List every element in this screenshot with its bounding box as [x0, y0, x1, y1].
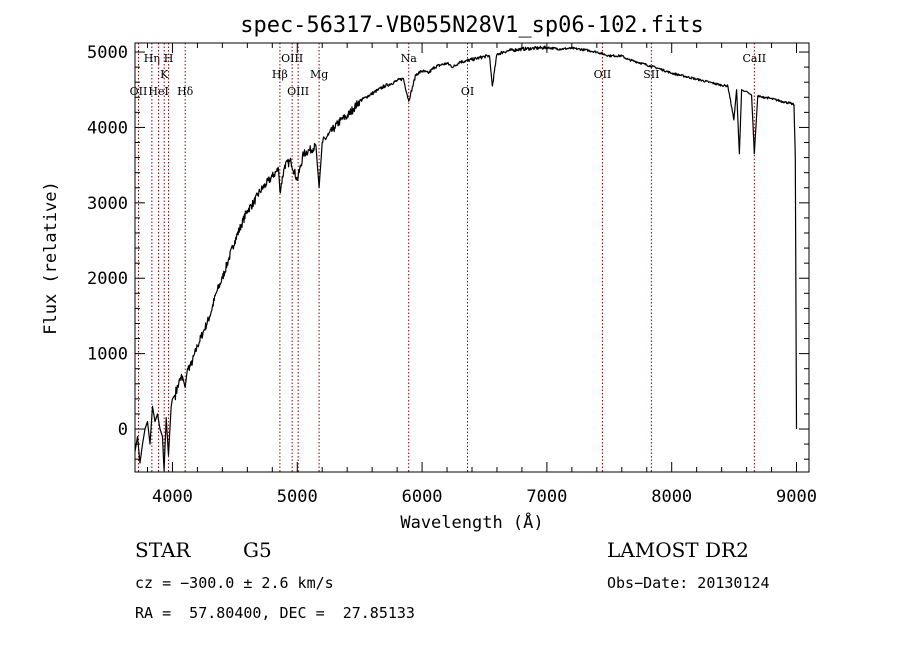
- y-axis: 0 1000 2000 3000 4000 5000: [87, 43, 809, 460]
- marker-label-6: Hβ: [272, 68, 288, 81]
- y-tick-label-2: 2000: [87, 269, 128, 289]
- marker-label-9: Mg: [310, 68, 328, 81]
- marker-label-14: CaII: [742, 52, 766, 65]
- marker-label-2: HeI: [148, 85, 168, 98]
- x-tick-label-4: 8000: [651, 487, 692, 507]
- y-tick-label-3: 3000: [87, 194, 128, 214]
- coordinates: RA = 57.80400, DEC = 27.85133: [135, 604, 415, 622]
- obs-date: Obs−Date: 20130124: [607, 574, 770, 592]
- marker-label-8: OIII: [287, 85, 309, 98]
- x-tick-label-1: 5000: [277, 487, 318, 507]
- x-tick-label-3: 7000: [526, 487, 567, 507]
- object-class: STAR: [135, 538, 191, 562]
- marker-label-1: Hη: [144, 52, 160, 65]
- y-tick-label-4: 4000: [87, 118, 128, 138]
- x-tick-label-5: 9000: [776, 487, 817, 507]
- marker-label-3: K: [160, 68, 169, 81]
- plot-frame: [134, 42, 810, 473]
- object-subclass: G5: [243, 538, 272, 562]
- spectrum-line: [134, 45, 798, 472]
- chart-title: spec-56317-VB055N28V1_sp06-102.fits: [240, 13, 704, 38]
- x-axis: 4000 5000 6000 7000 8000 9000: [146, 43, 817, 507]
- y-tick-label-5: 5000: [87, 43, 128, 63]
- x-tick-label-0: 4000: [152, 487, 193, 507]
- x-axis-label: Wavelength (Å): [400, 511, 543, 533]
- marker-label-13: SII: [643, 68, 659, 81]
- x-tick-label-2: 6000: [402, 487, 443, 507]
- marker-label-10: Na: [401, 52, 418, 65]
- marker-label-0: OII: [130, 85, 148, 98]
- redshift-readout: cz = −300.0 ± 2.6 km/s: [135, 574, 334, 592]
- survey-label: LAMOST DR2: [607, 538, 749, 562]
- y-axis-label: Flux (relative): [41, 181, 61, 335]
- marker-label-4: H: [164, 52, 174, 65]
- marker-label-12: OII: [594, 68, 612, 81]
- y-tick-label-1: 1000: [87, 345, 128, 365]
- marker-label-5: Hδ: [177, 85, 194, 98]
- marker-label-11: OI: [461, 85, 474, 98]
- y-tick-label-0: 0: [118, 420, 128, 440]
- marker-label-7: OIII: [281, 52, 303, 65]
